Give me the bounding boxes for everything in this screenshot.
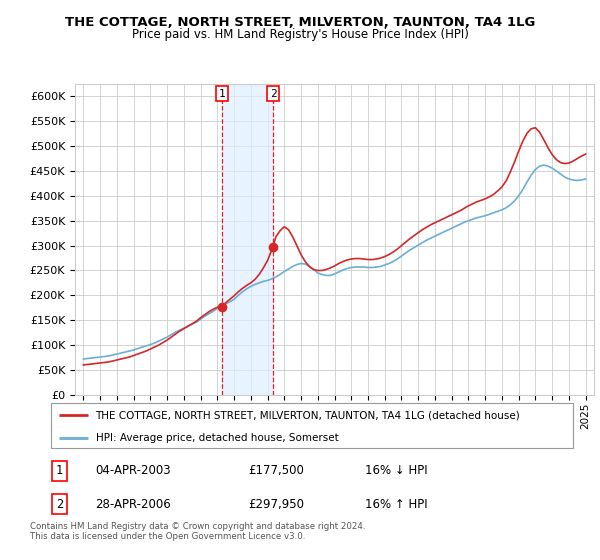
Text: Price paid vs. HM Land Registry's House Price Index (HPI): Price paid vs. HM Land Registry's House … (131, 28, 469, 41)
Text: 04-APR-2003: 04-APR-2003 (95, 464, 171, 478)
Text: HPI: Average price, detached house, Somerset: HPI: Average price, detached house, Some… (95, 433, 338, 444)
Text: Contains HM Land Registry data © Crown copyright and database right 2024.
This d: Contains HM Land Registry data © Crown c… (30, 522, 365, 542)
Text: 1: 1 (218, 88, 225, 99)
Text: THE COTTAGE, NORTH STREET, MILVERTON, TAUNTON, TA4 1LG: THE COTTAGE, NORTH STREET, MILVERTON, TA… (65, 16, 535, 29)
Text: 2: 2 (269, 88, 277, 99)
Text: 1: 1 (56, 464, 63, 478)
Text: 28-APR-2006: 28-APR-2006 (95, 498, 171, 511)
Text: £297,950: £297,950 (248, 498, 305, 511)
Bar (222, 84, 273, 395)
FancyBboxPatch shape (50, 403, 574, 449)
Text: 2: 2 (56, 498, 63, 511)
Text: £177,500: £177,500 (248, 464, 305, 478)
Text: 16% ↑ HPI: 16% ↑ HPI (365, 498, 427, 511)
Text: THE COTTAGE, NORTH STREET, MILVERTON, TAUNTON, TA4 1LG (detached house): THE COTTAGE, NORTH STREET, MILVERTON, TA… (95, 410, 520, 421)
Text: 16% ↓ HPI: 16% ↓ HPI (365, 464, 427, 478)
